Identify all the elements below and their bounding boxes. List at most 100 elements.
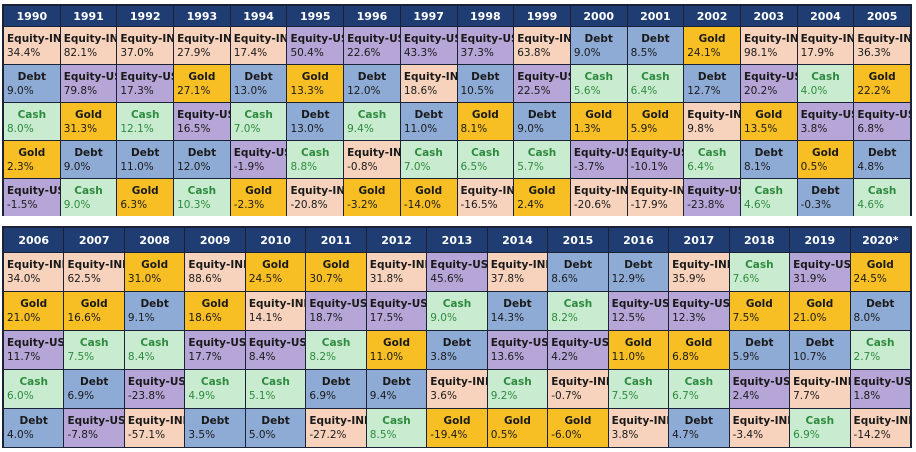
- return-value: 24.1%: [687, 46, 721, 59]
- asset-class-label: Cash: [754, 184, 784, 197]
- asset-class-label: Equity-US: [611, 298, 669, 310]
- return-value: 9.1%: [127, 312, 155, 324]
- return-cell: Gold 24.5%: [245, 253, 306, 291]
- return-value: 7.7%: [793, 390, 820, 402]
- asset-class-label: Gold: [685, 337, 713, 349]
- asset-class-label: Gold: [358, 184, 386, 197]
- return-value: 8.2%: [309, 351, 337, 363]
- asset-class-label: Debt: [74, 146, 103, 159]
- return-value: 9.0%: [517, 122, 544, 135]
- return-value: 13.0%: [233, 84, 268, 97]
- year-header: 2006: [4, 228, 64, 252]
- return-value: 18.6%: [403, 84, 438, 97]
- asset-class-label: Debt: [131, 146, 160, 159]
- return-value: 22.2%: [857, 84, 891, 97]
- year-header: 2015: [548, 228, 608, 252]
- return-value: 9.0%: [7, 84, 34, 97]
- return-cell: Cash 4.9%: [185, 370, 245, 408]
- return-cell: Debt 8.0%: [850, 292, 910, 330]
- asset-class-label: Gold: [564, 415, 592, 427]
- return-value: 37.8%: [490, 273, 525, 285]
- asset-class-label: Cash: [74, 184, 103, 197]
- return-value: 11.7%: [7, 351, 41, 363]
- return-cell: Debt 8.1%: [740, 141, 797, 178]
- return-cell: Cash 6.7%: [669, 370, 729, 408]
- return-cell: Cash 8.0%: [4, 103, 60, 140]
- asset-class-label: Debt: [17, 70, 47, 83]
- return-value: -3.4%: [732, 429, 764, 441]
- asset-class-label: Gold: [245, 184, 273, 197]
- asset-class-label: Cash: [563, 298, 593, 310]
- return-value: 12.3%: [672, 312, 706, 324]
- return-cell: Cash 4.0%: [797, 65, 854, 102]
- asset-class-label: Equity-US: [793, 259, 850, 271]
- return-value: -23.8%: [127, 390, 166, 402]
- return-value: 9.0%: [573, 46, 601, 59]
- return-cell: Equity-US -23.8%: [684, 179, 740, 216]
- return-cell: Equity-IND98.1%: [740, 27, 797, 64]
- return-value: 6.4%: [687, 160, 714, 173]
- return-cell: Debt 9.0%: [60, 141, 117, 178]
- return-cell: Debt 12.0%: [344, 65, 400, 102]
- return-value: 8.2%: [551, 312, 578, 324]
- return-cell: Cash 9.2%: [487, 370, 548, 408]
- return-value: 17.4%: [233, 46, 268, 59]
- asset-class-label: Equity-IND: [290, 184, 344, 197]
- return-value: 8.6%: [551, 273, 578, 285]
- asset-class-label: Equity-IND: [63, 32, 117, 45]
- return-value: 14.3%: [490, 312, 525, 324]
- return-value: 11.0%: [369, 351, 404, 363]
- return-cell: Gold 24.1%: [684, 27, 740, 64]
- return-value: 31.9%: [793, 273, 827, 285]
- return-value: 10.7%: [793, 351, 827, 363]
- return-value: 17.7%: [188, 351, 222, 363]
- asset-class-label: Equity-IND: [460, 184, 514, 197]
- return-cell: Gold 11.0%: [366, 331, 427, 369]
- return-cell: Equity-IND-20.6%: [570, 179, 627, 216]
- asset-class-label: Gold: [80, 298, 108, 310]
- return-value: 16.6%: [67, 312, 101, 324]
- return-cell: Equity-IND34.4%: [4, 27, 60, 64]
- return-value: -0.3%: [800, 198, 832, 211]
- asset-class-label: Debt: [80, 376, 109, 388]
- asset-class-label: Cash: [811, 70, 840, 83]
- returns-grid-bottom: 2006 2007 2008 2009 2010 2011 2012 2013 2014 2015…: [4, 228, 910, 447]
- return-cell: Cash 9.0%: [60, 179, 117, 216]
- return-value: 27.1%: [177, 84, 211, 97]
- asset-class-label: Equity-IND: [67, 259, 123, 271]
- asset-class-label: Equity-IND: [7, 32, 60, 45]
- return-value: 13.5%: [743, 122, 778, 135]
- return-value: 3.8%: [430, 351, 457, 363]
- return-value: 22.5%: [517, 84, 551, 97]
- asset-class-label: Cash: [641, 70, 670, 83]
- return-cell: Equity-US 1.8%: [850, 370, 910, 408]
- return-cell: Gold 6.8%: [669, 331, 729, 369]
- return-value: 8.0%: [7, 122, 34, 135]
- return-cell: Cash 5.6%: [570, 65, 627, 102]
- return-value: -0.7%: [551, 390, 582, 402]
- return-value: 5.1%: [248, 390, 276, 402]
- return-value: 6.9%: [793, 429, 820, 441]
- asset-class-label: Cash: [697, 146, 727, 159]
- asset-class-label: Gold: [868, 70, 896, 83]
- asset-class-label: Equity-US: [7, 337, 64, 349]
- return-cell: Equity-US 12.5%: [608, 292, 669, 330]
- return-cell: Equity-US 22.6%: [344, 27, 400, 64]
- year-header: 2008: [124, 228, 185, 252]
- return-value: -1.5%: [7, 198, 38, 211]
- return-cell: Equity-IND17.4%: [230, 27, 287, 64]
- year-header: 2005: [854, 6, 910, 26]
- return-cell: Debt 3.8%: [427, 331, 487, 369]
- return-cell: Cash 7.5%: [64, 331, 124, 369]
- return-value: 11.0%: [611, 351, 646, 363]
- return-cell: Debt 9.0%: [4, 65, 60, 102]
- asset-class-label: Equity-IND: [430, 376, 486, 388]
- return-cell: Debt 5.9%: [729, 331, 790, 369]
- return-cell: Equity-IND -27.2%: [306, 409, 366, 447]
- return-cell: Equity-IND 14.1%: [245, 292, 306, 330]
- asset-class-label: Cash: [200, 376, 230, 388]
- asset-class-label: Debt: [19, 415, 48, 427]
- asset-class-label: Gold: [301, 70, 329, 83]
- return-value: 21.0%: [793, 312, 827, 324]
- return-cell: Gold 21.0%: [4, 292, 64, 330]
